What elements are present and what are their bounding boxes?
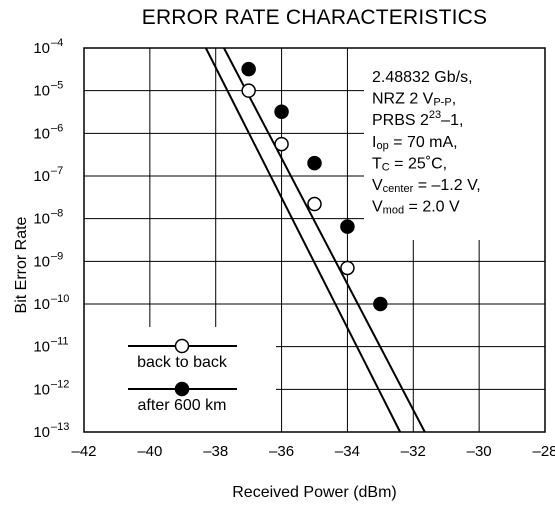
condition-line: Iop = 70 mA, bbox=[372, 134, 458, 152]
y-tick-label: 10 bbox=[33, 296, 50, 313]
conditions-box bbox=[364, 49, 544, 240]
series-line-back-to-back bbox=[204, 47, 402, 433]
condition-line: TC = 25˚C, bbox=[372, 155, 447, 173]
y-tick-label: 10 bbox=[33, 40, 50, 57]
x-tick-label: –36 bbox=[269, 443, 294, 460]
series-line-after-600km bbox=[223, 47, 426, 433]
y-tick-label: 10 bbox=[33, 381, 50, 398]
y-tick-exponent: –4 bbox=[51, 37, 63, 49]
y-tick-label: 10 bbox=[33, 253, 50, 270]
condition-line: 2.48832 Gb/s, bbox=[372, 69, 473, 86]
legend-marker-filled bbox=[174, 381, 190, 397]
condition-line: Vmod = 2.0 V bbox=[372, 199, 460, 217]
data-point-after-600km bbox=[274, 104, 289, 120]
legend-label-back-to-back: back to back bbox=[137, 354, 228, 371]
x-tick-label: –32 bbox=[401, 443, 426, 460]
x-tick-label: –42 bbox=[71, 443, 96, 460]
y-tick-exponent: –13 bbox=[51, 421, 69, 433]
x-tick-label: –28 bbox=[532, 443, 555, 460]
y-tick-exponent: –5 bbox=[51, 80, 63, 92]
legend-marker-open bbox=[174, 338, 190, 354]
data-point-back-to-back bbox=[307, 196, 322, 212]
data-point-back-to-back bbox=[274, 136, 289, 152]
data-point-back-to-back bbox=[241, 83, 256, 98]
y-tick-exponent: –7 bbox=[51, 165, 63, 177]
chart-title: ERROR RATE CHARACTERISTICS bbox=[141, 6, 488, 29]
y-tick-exponent: –11 bbox=[51, 336, 69, 348]
y-tick-exponent: –8 bbox=[51, 208, 63, 220]
data-point-after-600km bbox=[373, 296, 388, 312]
y-tick-label: 10 bbox=[33, 339, 50, 356]
x-axis-label: Received Power (dBm) bbox=[232, 484, 397, 501]
x-tick-label: –40 bbox=[137, 443, 162, 460]
data-point-after-600km bbox=[241, 61, 256, 77]
data-point-after-600km bbox=[340, 219, 355, 234]
plot-area-border bbox=[83, 47, 546, 433]
y-tick-exponent: –10 bbox=[51, 293, 69, 305]
condition-line: PRBS 223–1, bbox=[372, 109, 463, 129]
y-tick-exponent: –12 bbox=[51, 378, 69, 390]
y-tick-label: 10 bbox=[33, 125, 50, 142]
x-tick-label: –38 bbox=[203, 443, 228, 460]
condition-line: Vcenter = –1.2 V, bbox=[372, 177, 481, 195]
y-tick-label: 10 bbox=[33, 424, 50, 441]
x-tick-label: –30 bbox=[467, 443, 492, 460]
y-tick-label: 10 bbox=[33, 211, 50, 228]
legend-label-after-600km: after 600 km bbox=[138, 397, 227, 414]
condition-line: NRZ 2 VP-P, bbox=[372, 91, 456, 109]
y-tick-label: 10 bbox=[33, 83, 50, 100]
y-tick-exponent: –6 bbox=[51, 122, 63, 134]
y-tick-label: 10 bbox=[33, 168, 50, 185]
x-tick-label: –34 bbox=[335, 443, 360, 460]
y-tick-exponent: –9 bbox=[51, 250, 63, 262]
data-point-after-600km bbox=[307, 155, 322, 171]
legend-box bbox=[111, 327, 276, 431]
data-point-back-to-back bbox=[340, 260, 355, 276]
